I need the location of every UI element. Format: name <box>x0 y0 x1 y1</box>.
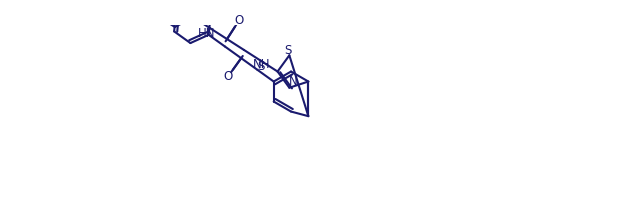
Text: N: N <box>288 75 297 88</box>
Text: O: O <box>223 70 233 83</box>
Text: S: S <box>257 60 264 73</box>
Text: O: O <box>235 14 244 27</box>
Text: S: S <box>285 43 292 57</box>
Text: NH: NH <box>253 58 271 71</box>
Text: HN: HN <box>198 27 215 40</box>
